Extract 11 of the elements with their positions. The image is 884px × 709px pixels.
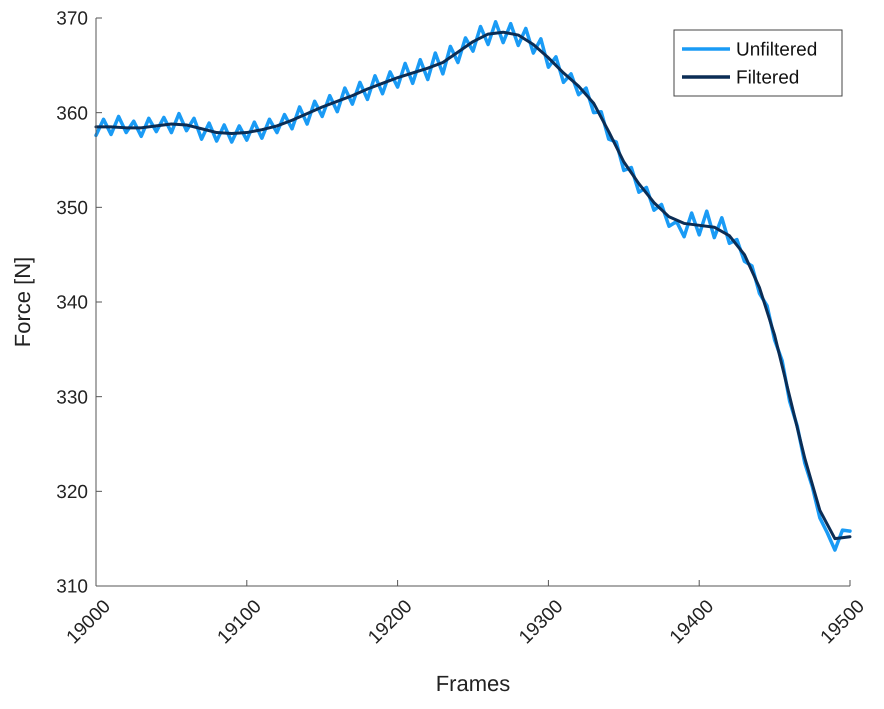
legend-label: Filtered: [736, 68, 800, 89]
x-axis-title: Frames: [436, 671, 510, 696]
y-tick-label: 370: [56, 8, 88, 30]
y-tick-label: 320: [56, 482, 88, 503]
y-tick-label: 350: [56, 198, 88, 219]
y-axis-title: Force [N]: [10, 256, 35, 348]
y-tick-label: 340: [56, 292, 88, 314]
y-tick-label: 330: [56, 387, 88, 408]
y-tick-label: 310: [56, 576, 88, 598]
legend-label: Unfiltered: [736, 40, 818, 61]
y-tick-label: 360: [56, 103, 88, 124]
